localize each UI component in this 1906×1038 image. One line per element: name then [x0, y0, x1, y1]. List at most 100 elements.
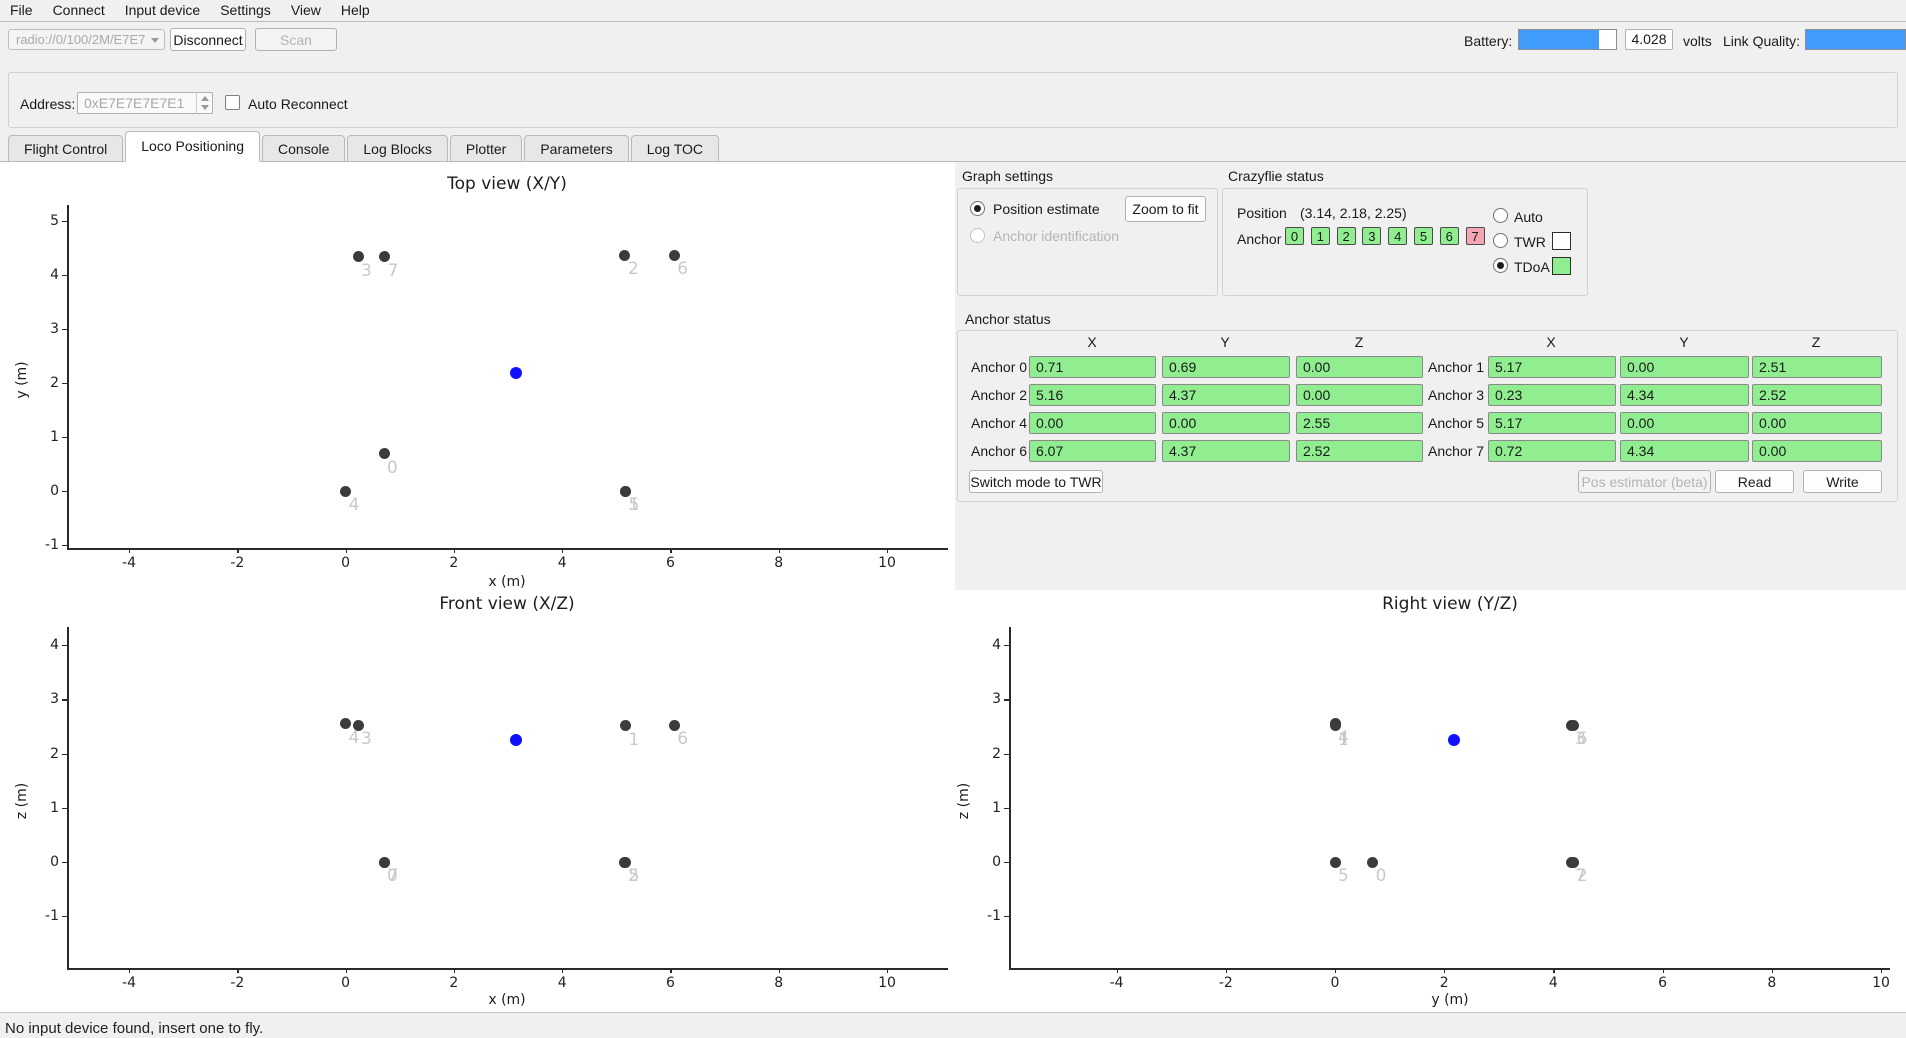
menu-connect[interactable]: Connect: [52, 2, 105, 18]
link-quality-label: Link Quality:: [1723, 33, 1801, 49]
anchor-badge-4: 4: [1388, 227, 1408, 245]
anchor-0-x-field[interactable]: 0.71: [1029, 356, 1156, 378]
mode-indicator-tdoa: [1552, 257, 1571, 275]
radio-mode-tdoa[interactable]: [1493, 258, 1508, 273]
spin-down-icon: [201, 105, 209, 110]
anchor-1-z-field[interactable]: 2.51: [1752, 356, 1882, 378]
anchor-badge-2: 2: [1336, 227, 1356, 245]
anchor-4-x-field[interactable]: 0.00: [1029, 412, 1156, 434]
anchor-badge-3: 3: [1362, 227, 1382, 245]
anchor-status-title: Anchor status: [965, 311, 1051, 327]
radio-anchor-identification: [970, 228, 985, 243]
tab-pane-border: [0, 161, 1906, 162]
mode-indicator-twr: [1552, 232, 1571, 250]
anchor-status-groupbox: [957, 330, 1898, 502]
auto-reconnect-label: Auto Reconnect: [248, 96, 348, 112]
radio-position-estimate[interactable]: [970, 201, 985, 216]
anchor-2-y-field[interactable]: 4.37: [1162, 384, 1290, 406]
spin-up-icon: [201, 96, 209, 101]
pos-estimator-button: Pos estimator (beta): [1578, 470, 1711, 493]
battery-label: Battery:: [1464, 33, 1513, 49]
anchor-badge-6: 6: [1439, 227, 1459, 245]
crazyflie-status-groupbox: [1222, 188, 1588, 296]
anchor-3-z-field[interactable]: 2.52: [1752, 384, 1882, 406]
menu-help[interactable]: Help: [340, 2, 370, 18]
anchor-3-y-field[interactable]: 4.34: [1620, 384, 1749, 406]
anchor-1-y-field[interactable]: 0.00: [1620, 356, 1749, 378]
scan-button: Scan: [255, 28, 337, 51]
radio-mode-twr[interactable]: [1493, 233, 1508, 248]
anchor-5-z-field[interactable]: 0.00: [1752, 412, 1882, 434]
status-bar: No input device found, insert one to fly…: [0, 1012, 1906, 1038]
write-button[interactable]: Write: [1803, 470, 1882, 493]
connection-uri-value: radio://0/100/2M/E7E7: [16, 32, 146, 47]
anchor-7-y-field[interactable]: 4.34: [1620, 440, 1749, 462]
row-label-anchor-0: Anchor 0: [971, 359, 1028, 375]
battery-volts-value: 4.028: [1625, 29, 1673, 50]
connection-uri-select[interactable]: radio://0/100/2M/E7E7: [8, 29, 165, 50]
anchor-7-x-field[interactable]: 0.72: [1488, 440, 1616, 462]
anchor-4-y-field[interactable]: 0.00: [1162, 412, 1290, 434]
menu-file[interactable]: File: [10, 2, 33, 18]
anchor-5-y-field[interactable]: 0.00: [1620, 412, 1749, 434]
read-button[interactable]: Read: [1715, 470, 1794, 493]
tab-flight-control[interactable]: Flight Control: [8, 135, 124, 162]
anchor-6-y-field[interactable]: 4.37: [1162, 440, 1290, 462]
address-groupbox: [8, 72, 1898, 128]
tab-log-blocks[interactable]: Log Blocks: [347, 135, 448, 162]
tab-bar: Flight Control Loco Positioning Console Log…: [8, 131, 721, 162]
radio-mode-auto[interactable]: [1493, 208, 1508, 223]
graph-settings-title: Graph settings: [962, 168, 1054, 184]
anchor-0-z-field[interactable]: 0.00: [1296, 356, 1423, 378]
col-header-x: X: [1087, 334, 1097, 350]
anchor-6-z-field[interactable]: 2.52: [1296, 440, 1423, 462]
row-label-anchor-1: Anchor 1: [1428, 359, 1485, 375]
col-header-y: Y: [1679, 334, 1689, 350]
position-label: Position: [1237, 205, 1287, 221]
tab-console[interactable]: Console: [262, 135, 346, 162]
anchor-2-z-field[interactable]: 0.00: [1296, 384, 1423, 406]
mode-label-auto: Auto: [1514, 209, 1543, 225]
row-label-anchor-2: Anchor 2: [971, 387, 1028, 403]
status-message: No input device found, insert one to fly…: [5, 1020, 264, 1037]
col-header-z: Z: [1811, 334, 1821, 350]
crazyflie-status-title: Crazyflie status: [1228, 168, 1324, 184]
row-label-anchor-5: Anchor 5: [1428, 415, 1485, 431]
menu-view[interactable]: View: [290, 2, 321, 18]
row-label-anchor-7: Anchor 7: [1428, 443, 1485, 459]
figure-front-view: [0, 590, 955, 1012]
switch-mode-button[interactable]: Switch mode to TWR: [969, 470, 1103, 493]
anchor-badge-7: 7: [1465, 227, 1485, 245]
anchor-3-x-field[interactable]: 0.23: [1488, 384, 1616, 406]
anchor-badge-1: 1: [1310, 227, 1330, 245]
anchor-5-x-field[interactable]: 5.17: [1488, 412, 1616, 434]
anchor-4-z-field[interactable]: 2.55: [1296, 412, 1423, 434]
disconnect-button[interactable]: Disconnect: [170, 28, 246, 51]
zoom-to-fit-button[interactable]: Zoom to fit: [1125, 196, 1206, 222]
address-spinbox-arrows: [196, 92, 213, 114]
auto-reconnect-checkbox[interactable]: [225, 95, 240, 110]
anchor-6-x-field[interactable]: 6.07: [1029, 440, 1156, 462]
figure-right-view: [955, 590, 1906, 1012]
anchor-0-y-field[interactable]: 0.69: [1162, 356, 1290, 378]
tab-loco-positioning[interactable]: Loco Positioning: [125, 131, 261, 162]
address-spinbox: 0xE7E7E7E7E1: [77, 92, 213, 114]
col-header-y: Y: [1220, 334, 1230, 350]
mode-label-twr: TWR: [1514, 234, 1546, 250]
tab-log-toc[interactable]: Log TOC: [630, 135, 719, 162]
row-label-anchor-6: Anchor 6: [971, 443, 1028, 459]
menu-bar: File Connect Input device Settings View Help: [0, 0, 1906, 22]
anchor-7-z-field[interactable]: 0.00: [1752, 440, 1882, 462]
chevron-down-icon: [151, 38, 159, 43]
anchor-2-x-field[interactable]: 5.16: [1029, 384, 1156, 406]
menu-input-device[interactable]: Input device: [124, 2, 201, 18]
tab-parameters[interactable]: Parameters: [524, 135, 629, 162]
tab-plotter[interactable]: Plotter: [449, 135, 523, 162]
mode-label-tdoa: TDoA: [1514, 259, 1550, 275]
graph-settings-groupbox: [957, 188, 1218, 296]
col-header-x: X: [1546, 334, 1556, 350]
anchor-badges-label: Anchor: [1237, 231, 1282, 247]
anchor-1-x-field[interactable]: 5.17: [1488, 356, 1616, 378]
menu-settings[interactable]: Settings: [220, 2, 271, 18]
